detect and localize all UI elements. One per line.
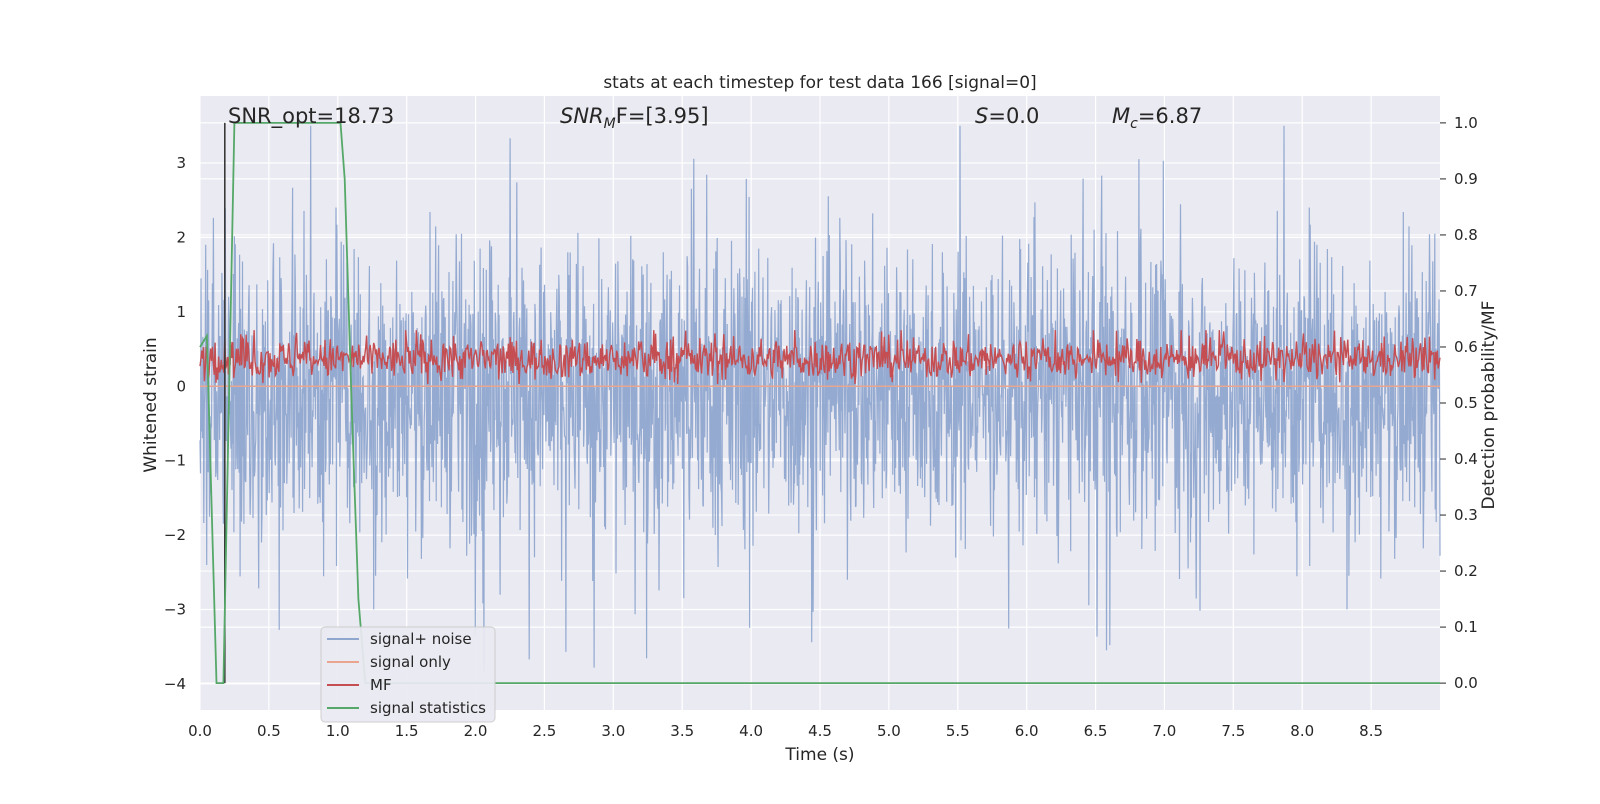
x-tick-label: 8.5 <box>1359 722 1383 740</box>
x-tick-label: 2.5 <box>533 722 557 740</box>
x-tick-label: 7.5 <box>1221 722 1245 740</box>
series-signal-noise <box>199 125 1441 672</box>
x-tick-label: 6.0 <box>1015 722 1039 740</box>
x-tick-label: 8.0 <box>1290 722 1314 740</box>
x-tick-label: 7.0 <box>1153 722 1177 740</box>
y-tick-label-left: 0 <box>176 377 186 395</box>
x-tick-label: 5.0 <box>877 722 901 740</box>
y-tick-label-right: 1.0 <box>1454 114 1478 132</box>
legend-label-signal-only: signal only <box>370 653 451 671</box>
y-tick-label-right: 0.3 <box>1454 506 1478 524</box>
x-tick-label: 1.5 <box>395 722 419 740</box>
legend: signal+ noise signal only MF signal stat… <box>320 626 496 723</box>
annotation-s: S=0.0 <box>975 104 1039 128</box>
y-tick-label-left: −4 <box>164 675 186 693</box>
y-tick-label-left: 2 <box>176 228 186 246</box>
y-tick-label-right: 0.0 <box>1454 674 1478 692</box>
y-tick-label-right: 0.5 <box>1454 394 1478 412</box>
y-tick-label-right: 0.7 <box>1454 282 1478 300</box>
x-axis-label: Time (s) <box>784 745 854 765</box>
legend-label-mf: MF <box>370 676 392 694</box>
data-layer <box>199 122 1441 684</box>
legend-label-signal-statistics: signal statistics <box>370 699 486 717</box>
x-tick-label: 5.5 <box>946 722 970 740</box>
y-tick-label-right: 0.2 <box>1454 562 1478 580</box>
series-signal-statistics <box>199 122 1440 684</box>
y-tick-label-left: −1 <box>164 452 186 470</box>
annotation-mc: Mc=6.87 <box>1112 104 1202 132</box>
chart-title: stats at each timestep for test data 166… <box>603 73 1036 93</box>
legend-label-signal-noise: signal+ noise <box>370 630 472 648</box>
x-tick-label: 4.5 <box>808 722 832 740</box>
y-tick-label-right: 0.9 <box>1454 170 1478 188</box>
legend-box <box>320 626 496 723</box>
y-tick-label-left: 1 <box>176 303 186 321</box>
x-tick-label: 3.0 <box>601 722 625 740</box>
x-tick-label: 1.0 <box>326 722 350 740</box>
annotation-snr-opt: SNR_opt=18.73 <box>228 104 394 129</box>
y-tick-label-right: 0.4 <box>1454 450 1478 468</box>
y-axis-label-right: Detection probability/MF <box>1479 301 1499 510</box>
ticks: 0.0 0.5 1.0 1.5 2.0 2.5 3.0 3.5 4.0 4.5 5.0 5.5 6.0 6… <box>164 114 1478 740</box>
annotation-snr-mf: SNRMF=[3.95] <box>560 104 709 132</box>
x-tick-label: 6.5 <box>1084 722 1108 740</box>
y-axis-label-left: Whitened strain <box>141 337 161 472</box>
y-tick-label-left: −3 <box>164 601 186 619</box>
x-tick-label: 0.5 <box>257 722 281 740</box>
y-tick-label-right: 0.1 <box>1454 618 1478 636</box>
y-tick-label-left: −2 <box>164 526 186 544</box>
series-mf <box>199 330 1441 385</box>
x-tick-label: 2.0 <box>464 722 488 740</box>
x-tick-label: 0.0 <box>188 722 212 740</box>
x-tick-label: 4.0 <box>739 722 763 740</box>
x-tick-label: 3.5 <box>670 722 694 740</box>
y-tick-label-left: 3 <box>176 154 186 172</box>
y-tick-label-right: 0.6 <box>1454 338 1478 356</box>
y-tick-label-right: 0.8 <box>1454 226 1478 244</box>
